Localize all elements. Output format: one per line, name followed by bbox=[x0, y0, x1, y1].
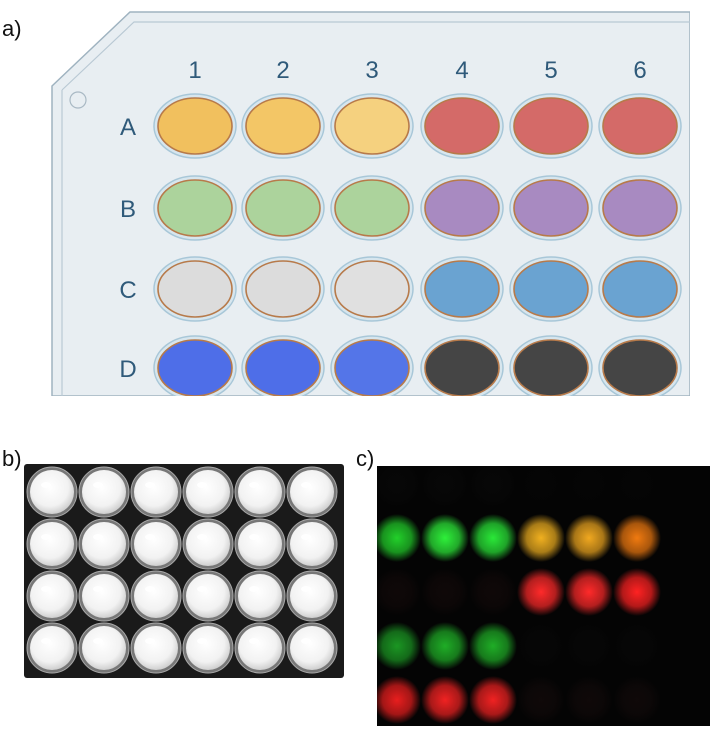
glow-well-5-5 bbox=[565, 676, 613, 724]
photo-well-1-3 bbox=[130, 466, 182, 518]
well-B3 bbox=[330, 175, 414, 241]
glow-well-3-6 bbox=[613, 568, 661, 616]
well-A4 bbox=[420, 93, 504, 159]
glow-well-5-2 bbox=[421, 676, 469, 724]
photo-well-3-4 bbox=[182, 570, 234, 622]
well-B4 bbox=[420, 175, 504, 241]
glow-well-1-3 bbox=[469, 466, 517, 508]
well-plate-schematic: 1 2 3 4 5 6 A B C D bbox=[51, 11, 690, 396]
column-label-2: 2 bbox=[276, 57, 289, 84]
glow-well-4-4 bbox=[517, 622, 565, 670]
well-A1 bbox=[153, 93, 237, 159]
photo-well-1-1 bbox=[26, 466, 78, 518]
photo-well-3-3 bbox=[130, 570, 182, 622]
photo-well-4-1 bbox=[26, 622, 78, 674]
panel-a-label: a) bbox=[2, 16, 22, 41]
glow-well-5-1 bbox=[377, 676, 421, 724]
well-B2 bbox=[241, 175, 325, 241]
well-D5 bbox=[509, 335, 593, 396]
well-C1 bbox=[153, 256, 237, 322]
column-label-1: 1 bbox=[188, 57, 201, 84]
fluorescence-image bbox=[377, 466, 710, 726]
photo-well-3-5 bbox=[234, 570, 286, 622]
photo-well-1-4 bbox=[182, 466, 234, 518]
well-D3 bbox=[330, 335, 414, 396]
glow-well-1-1 bbox=[377, 466, 421, 508]
photo-well-4-2 bbox=[78, 622, 130, 674]
photo-well-1-5 bbox=[234, 466, 286, 518]
glow-well-2-6 bbox=[613, 514, 661, 562]
glow-well-2-4 bbox=[517, 514, 565, 562]
well-B6 bbox=[598, 175, 682, 241]
glow-well-1-4 bbox=[517, 466, 565, 508]
glow-well-2-3 bbox=[469, 514, 517, 562]
well-D2 bbox=[241, 335, 325, 396]
well-B1 bbox=[153, 175, 237, 241]
row-label-A: A bbox=[120, 114, 136, 141]
photo-well-3-1 bbox=[26, 570, 78, 622]
photo-well-2-6 bbox=[286, 518, 338, 570]
photo-well-2-1 bbox=[26, 518, 78, 570]
well-A2 bbox=[241, 93, 325, 159]
well-C6 bbox=[598, 256, 682, 322]
glow-well-1-2 bbox=[421, 466, 469, 508]
photo-well-4-6 bbox=[286, 622, 338, 674]
row-label-D: D bbox=[119, 356, 136, 383]
photo-well-4-3 bbox=[130, 622, 182, 674]
photo-well-2-5 bbox=[234, 518, 286, 570]
glow-well-4-5 bbox=[565, 622, 613, 670]
glow-well-3-4 bbox=[517, 568, 565, 616]
glow-well-4-1 bbox=[377, 622, 421, 670]
glow-well-2-5 bbox=[565, 514, 613, 562]
photo-well-3-6 bbox=[286, 570, 338, 622]
glow-well-4-2 bbox=[421, 622, 469, 670]
well-C4 bbox=[420, 256, 504, 322]
well-D1 bbox=[153, 335, 237, 396]
panel-b-label: b) bbox=[2, 446, 22, 471]
glow-well-3-5 bbox=[565, 568, 613, 616]
plate-notch bbox=[69, 91, 87, 109]
photo-well-2-2 bbox=[78, 518, 130, 570]
column-label-6: 6 bbox=[633, 57, 646, 84]
well-C3 bbox=[330, 256, 414, 322]
glow-well-3-2 bbox=[421, 568, 469, 616]
well-A6 bbox=[598, 93, 682, 159]
panel-c-label: c) bbox=[356, 446, 375, 471]
photo-well-2-3 bbox=[130, 518, 182, 570]
glow-well-1-5 bbox=[565, 466, 613, 508]
well-A5 bbox=[509, 93, 593, 159]
glow-well-5-3 bbox=[469, 676, 517, 724]
row-label-C: C bbox=[119, 277, 136, 304]
glow-well-3-1 bbox=[377, 568, 421, 616]
photo-well-1-6 bbox=[286, 466, 338, 518]
glow-well-1-6 bbox=[613, 466, 661, 508]
row-label-B: B bbox=[120, 196, 136, 223]
well-B5 bbox=[509, 175, 593, 241]
photo-well-3-2 bbox=[78, 570, 130, 622]
column-label-3: 3 bbox=[365, 57, 378, 84]
glow-well-2-2 bbox=[421, 514, 469, 562]
glow-well-2-1 bbox=[377, 514, 421, 562]
column-label-4: 4 bbox=[455, 57, 468, 84]
glow-well-4-6 bbox=[613, 622, 661, 670]
glow-well-3-3 bbox=[469, 568, 517, 616]
well-D6 bbox=[598, 335, 682, 396]
well-D4 bbox=[420, 335, 504, 396]
glow-well-5-4 bbox=[517, 676, 565, 724]
column-label-5: 5 bbox=[544, 57, 557, 84]
well-C2 bbox=[241, 256, 325, 322]
well-A3 bbox=[330, 93, 414, 159]
photo-well-4-5 bbox=[234, 622, 286, 674]
well-plate-photo bbox=[24, 464, 344, 678]
photo-well-4-4 bbox=[182, 622, 234, 674]
glow-well-5-6 bbox=[613, 676, 661, 724]
glow-well-4-3 bbox=[469, 622, 517, 670]
photo-well-1-2 bbox=[78, 466, 130, 518]
plate-rim bbox=[61, 21, 690, 396]
well-C5 bbox=[509, 256, 593, 322]
photo-well-2-4 bbox=[182, 518, 234, 570]
